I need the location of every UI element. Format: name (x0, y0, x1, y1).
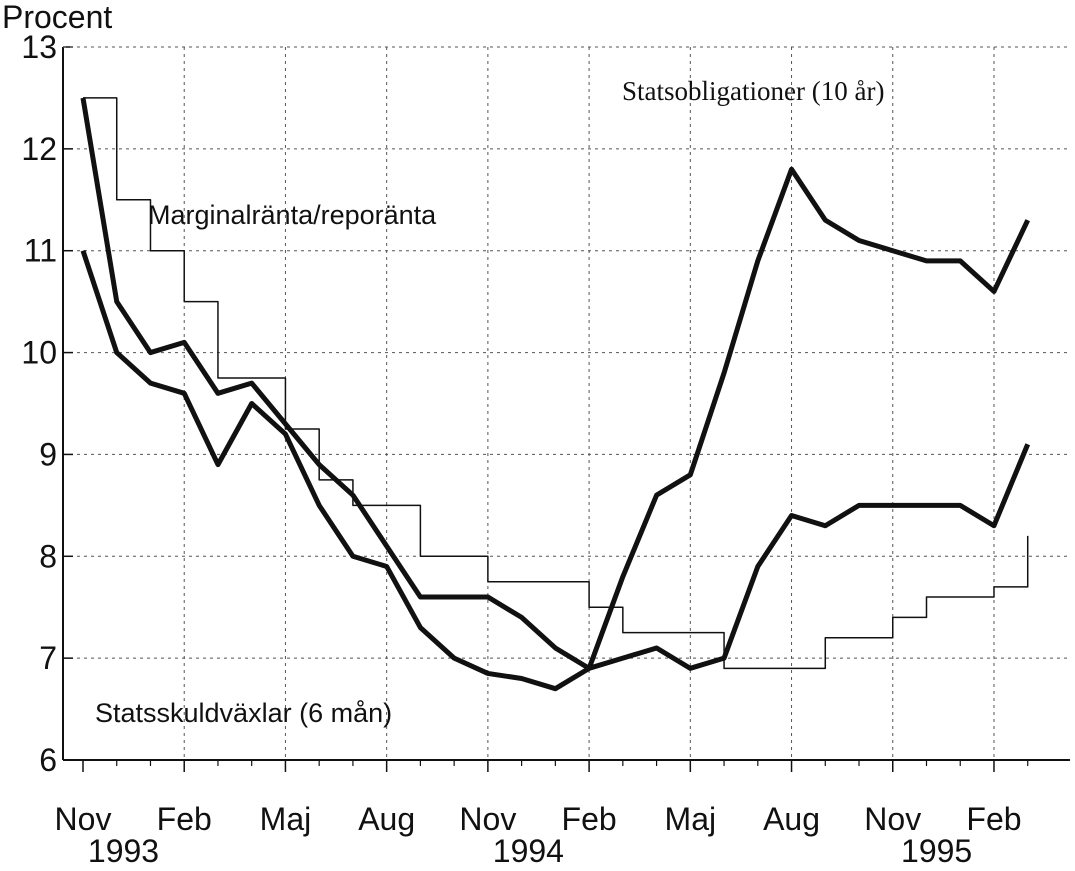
y-tick-label: 6 (39, 742, 57, 778)
series-label: Marginalränta/reporänta (148, 200, 437, 230)
series-label: Statsskuldväxlar (6 mån) (95, 698, 392, 728)
series-line (80, 97, 1030, 671)
x-tick-label: Maj (665, 801, 717, 837)
x-tick-label: Nov (864, 801, 921, 837)
x-tick-label: Feb (157, 801, 212, 837)
y-tick-label: 7 (39, 640, 57, 676)
series-line (80, 249, 1031, 692)
y-tick-label: 9 (39, 436, 57, 472)
x-tick-label: Maj (260, 801, 312, 837)
y-tick-label: 13 (21, 29, 57, 65)
x-tick-label: Nov (459, 801, 516, 837)
y-tick-label: 10 (21, 335, 57, 371)
year-label: 1994 (493, 833, 564, 866)
x-tick-label: Aug (358, 801, 415, 837)
x-tick-label: Feb (562, 801, 617, 837)
y-tick-label: 8 (39, 538, 57, 574)
y-tick-label: 12 (21, 131, 57, 167)
year-label: 1993 (88, 833, 159, 866)
y-tick-label: 11 (24, 233, 57, 269)
x-tick-label: Feb (966, 801, 1021, 837)
series-line (83, 97, 1029, 670)
series-label: Statsobligationer (10 år) (622, 76, 884, 106)
y-axis-label: Procent (2, 0, 112, 35)
x-tick-label: Aug (763, 801, 820, 837)
year-label: 1995 (901, 833, 972, 866)
x-tick-label: Nov (55, 801, 112, 837)
